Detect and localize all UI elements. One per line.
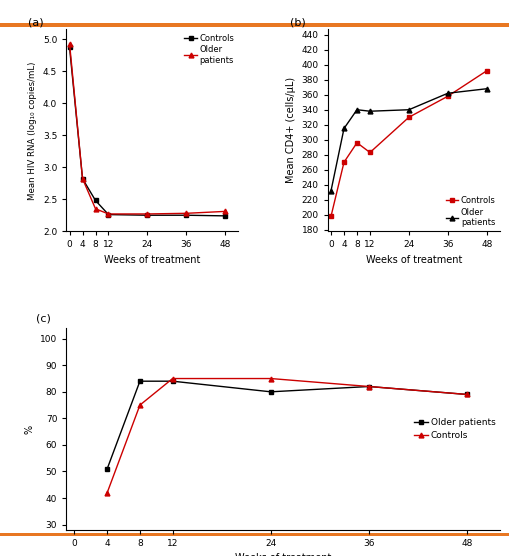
- Legend: Controls, Older
patients: Controls, Older patients: [445, 196, 495, 227]
- Older
patients: [341, 125, 347, 132]
- Legend: Older patients, Controls: Older patients, Controls: [413, 418, 494, 440]
- Controls: [405, 114, 411, 121]
- X-axis label: Weeks of treatment: Weeks of treatment: [104, 255, 200, 265]
- Controls: [444, 93, 450, 100]
- Older
patients: [366, 108, 372, 115]
- Older patients: [267, 389, 273, 395]
- Controls: [327, 213, 333, 220]
- Controls: [463, 391, 469, 398]
- Text: (a): (a): [29, 17, 44, 27]
- Line: Older patients: Older patients: [104, 379, 469, 471]
- Controls: [267, 375, 273, 382]
- Y-axis label: Mean HIV RNA (log₁₀ copies/mL): Mean HIV RNA (log₁₀ copies/mL): [29, 61, 37, 200]
- X-axis label: Weeks of treatment: Weeks of treatment: [365, 255, 461, 265]
- Text: Source: HIV Med © 2006 Blackwell Publishing: Source: HIV Med © 2006 Blackwell Publish…: [276, 542, 499, 552]
- Y-axis label: Mean CD4+ (cells/µL): Mean CD4+ (cells/µL): [286, 77, 295, 183]
- Older
patients: [353, 106, 359, 113]
- Older
patients: [79, 175, 86, 182]
- Older patients: [365, 383, 371, 390]
- Controls: [341, 159, 347, 166]
- Older
patients: [144, 211, 150, 217]
- Controls: [222, 212, 228, 219]
- Text: Medscape®: Medscape®: [13, 3, 90, 16]
- Legend: Controls, Older
patients: Controls, Older patients: [184, 33, 234, 64]
- Controls: [104, 489, 110, 496]
- Older
patients: [405, 106, 411, 113]
- Controls: [366, 149, 372, 156]
- Controls: [92, 197, 98, 204]
- Older patients: [104, 465, 110, 472]
- Older
patients: [483, 86, 489, 92]
- Older patients: [169, 378, 175, 385]
- Controls: [144, 212, 150, 219]
- Text: (b): (b): [289, 17, 305, 27]
- Older patients: [463, 391, 469, 398]
- Controls: [483, 67, 489, 74]
- Older
patients: [92, 206, 98, 212]
- Older
patients: [66, 40, 72, 47]
- Y-axis label: %: %: [24, 424, 35, 434]
- Text: (c): (c): [36, 314, 51, 324]
- Line: Controls: Controls: [67, 45, 228, 219]
- Controls: [105, 211, 111, 218]
- Controls: [169, 375, 175, 382]
- Controls: [136, 402, 143, 409]
- Bar: [0, 533, 509, 536]
- Controls: [353, 140, 359, 146]
- Line: Older
patients: Older patients: [328, 86, 488, 193]
- Older
patients: [105, 211, 111, 217]
- Line: Older
patients: Older patients: [67, 41, 228, 216]
- Line: Controls: Controls: [328, 68, 488, 219]
- Controls: [183, 212, 189, 219]
- Older patients: [136, 378, 143, 385]
- Older
patients: [183, 210, 189, 217]
- Older
patients: [444, 90, 450, 97]
- Controls: [365, 383, 371, 390]
- Older
patients: [327, 187, 333, 194]
- X-axis label: Weeks of treatment: Weeks of treatment: [235, 553, 330, 556]
- Controls: [66, 44, 72, 51]
- Older
patients: [222, 208, 228, 215]
- Bar: [0, 23, 509, 27]
- Controls: [79, 175, 86, 182]
- Line: Controls: Controls: [104, 376, 469, 495]
- Text: www.medscape.com: www.medscape.com: [214, 3, 334, 16]
